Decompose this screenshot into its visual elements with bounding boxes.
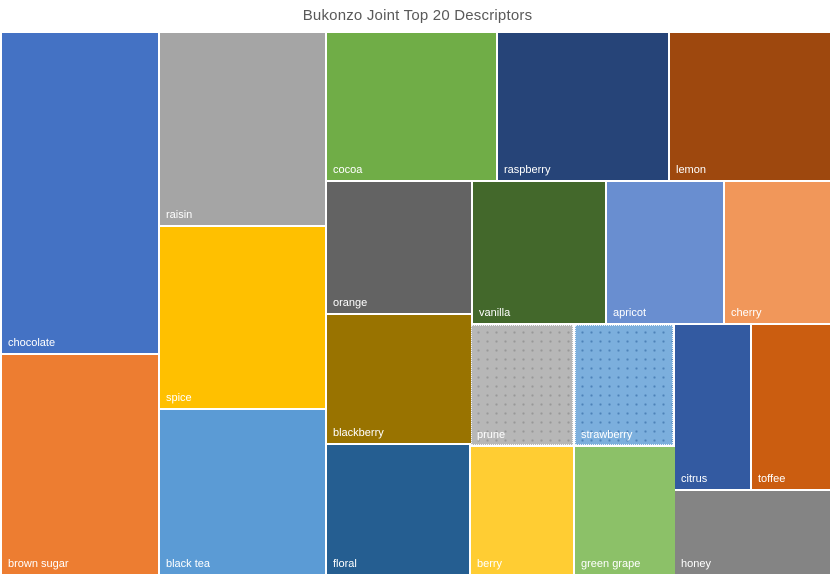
treemap-tile-label: raspberry [504, 164, 551, 176]
treemap-tile-vanilla[interactable]: vanilla [473, 182, 605, 323]
treemap-tile-label: strawberry [581, 429, 633, 441]
treemap-tile-label: prune [477, 429, 506, 441]
treemap-tile-floral[interactable]: floral [327, 445, 469, 574]
treemap-tile-label: apricot [613, 307, 647, 319]
treemap-tile-toffee[interactable]: toffee [752, 325, 830, 489]
treemap-tile-spice[interactable]: spice [160, 227, 325, 408]
treemap-tile-black-tea[interactable]: black tea [160, 410, 325, 574]
treemap-tile-blackberry[interactable]: blackberry [327, 315, 471, 443]
treemap-tile-label: cherry [731, 307, 762, 319]
treemap-tile-label: blackberry [333, 427, 384, 439]
treemap-tile-label: honey [681, 558, 711, 570]
treemap-tile-label: vanilla [479, 307, 511, 319]
treemap-tile-green-grape[interactable]: green grape [575, 447, 675, 574]
treemap-tile-label: orange [333, 297, 368, 309]
treemap-tile-label: spice [166, 392, 192, 404]
treemap-tile-label: raisin [166, 209, 193, 221]
treemap-tile-honey[interactable]: honey [675, 491, 830, 574]
treemap-tile-apricot[interactable]: apricot [607, 182, 723, 323]
chart-title: Bukonzo Joint Top 20 Descriptors [302, 7, 533, 24]
treemap-tile-lemon[interactable]: lemon [670, 33, 830, 180]
treemap-tile-label: cocoa [333, 164, 363, 176]
treemap-tile-label: berry [477, 558, 503, 570]
treemap-tile-label: green grape [581, 558, 641, 570]
treemap-tile-raspberry[interactable]: raspberry [498, 33, 668, 180]
treemap-tile-orange[interactable]: orange [327, 182, 471, 313]
treemap-tile-label: lemon [676, 164, 706, 176]
treemap-tile-strawberry[interactable]: strawberry [575, 325, 673, 445]
treemap-tile-cocoa[interactable]: cocoa [327, 33, 496, 180]
treemap-tile-citrus[interactable]: citrus [675, 325, 750, 489]
treemap-tile-berry[interactable]: berry [471, 447, 573, 574]
treemap-tile-brown-sugar[interactable]: brown sugar [2, 355, 158, 574]
treemap-tile-label: toffee [758, 473, 786, 485]
treemap-tile-label: chocolate [8, 337, 56, 349]
treemap-tile-label: brown sugar [8, 558, 69, 570]
treemap-tile-label: black tea [166, 558, 211, 570]
treemap-tile-prune[interactable]: prune [471, 325, 573, 445]
treemap-tile-chocolate[interactable]: chocolate [2, 33, 158, 353]
treemap-tile-label: citrus [681, 473, 708, 485]
treemap-tile-raisin[interactable]: raisin [160, 33, 325, 225]
treemap-tile-label: floral [333, 558, 357, 570]
treemap-tile-cherry[interactable]: cherry [725, 182, 830, 323]
